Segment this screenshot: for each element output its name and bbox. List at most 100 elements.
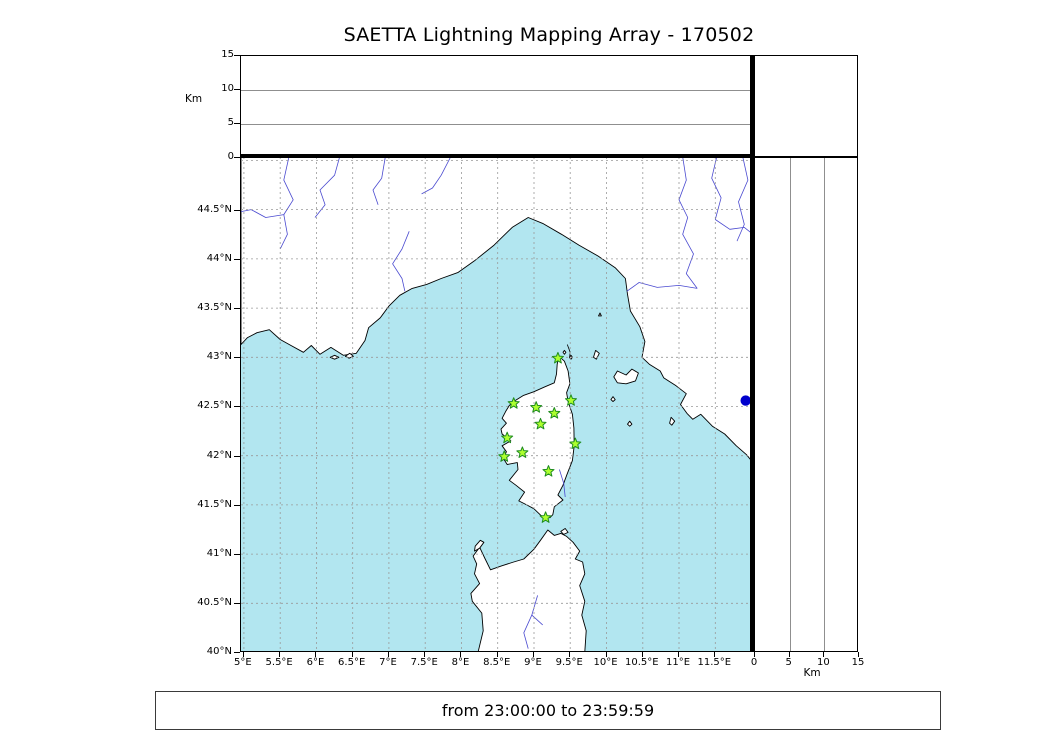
altitude-tick-mark-bottom	[823, 652, 825, 657]
longitude-tick-mark	[605, 652, 607, 657]
geographic-map-panel	[240, 157, 752, 652]
altitude-tick-mark-left	[234, 123, 240, 124]
altitude-tick-label-bottom: 5	[785, 657, 792, 668]
longitude-tick-mark	[496, 652, 498, 657]
island-porquerolles	[329, 354, 340, 360]
lma-station-star-marker	[534, 417, 547, 430]
river	[531, 614, 543, 626]
longitude-tick-label: 6.5°E	[338, 657, 366, 668]
map-canvas	[241, 157, 752, 651]
longitude-tick-mark	[387, 652, 389, 657]
latitude-tick-mark	[234, 455, 240, 457]
island-giglio	[669, 416, 676, 426]
lma-station-star-marker	[530, 401, 543, 413]
latitude-tick-label: 40°N	[206, 646, 232, 658]
altitude-gridline	[824, 158, 826, 651]
longitude-tick-label: 6°E	[306, 657, 325, 668]
longitude-tick-label: 7.5°E	[410, 657, 438, 668]
time-window-box: from 23:00:00 to 23:59:59	[155, 691, 941, 730]
latitude-tick-mark	[234, 406, 240, 408]
lma-station-star-marker	[501, 431, 514, 444]
lma-station-star-marker	[498, 450, 511, 462]
latitude-tick-label: 41°N	[206, 548, 232, 560]
longitude-tick-label: 5.5°E	[265, 657, 293, 668]
panel-divider-horizontal	[240, 154, 754, 158]
island-elba	[613, 368, 639, 385]
latitude-tick-label: 40.5°N	[197, 597, 232, 609]
longitude-tick-mark	[678, 652, 680, 657]
island-capraia	[593, 349, 600, 360]
latitude-tick-mark	[234, 209, 240, 211]
altitude-tick-label-bottom: 0	[750, 657, 758, 668]
latitude-tick-label: 43.5°N	[197, 302, 232, 314]
altitude-tick-mark-left	[234, 55, 240, 56]
latitude-tick-label: 41.5°N	[197, 498, 232, 510]
panel-divider-vertical	[750, 55, 754, 652]
longitude-tick-mark	[569, 652, 571, 657]
river	[523, 595, 538, 649]
lma-station-star-marker	[516, 446, 529, 458]
latitude-tick-label: 44°N	[206, 252, 232, 264]
lma-station-star-marker	[564, 394, 577, 406]
latitude-tick-label: 44.5°N	[197, 203, 232, 215]
altitude-tick-label-left: 5	[227, 117, 234, 128]
altitude-tick-label-left: 10	[221, 83, 234, 94]
river	[314, 157, 340, 218]
longitude-tick-mark	[242, 652, 244, 657]
altitude-tick-mark-bottom	[858, 652, 859, 657]
latitude-tick-label: 43°N	[206, 351, 232, 363]
altitude-tick-label-bottom: 15	[851, 657, 865, 668]
blue-sensor-dot	[740, 395, 751, 406]
longitude-tick-label: 8.5°E	[483, 657, 511, 668]
island-maddalena	[560, 528, 569, 535]
river	[626, 282, 698, 292]
lma-station-star-marker	[507, 397, 520, 409]
longitude-tick-label: 9.5°E	[555, 657, 583, 668]
lma-station-star-marker	[542, 465, 555, 477]
island-giraglia	[562, 349, 567, 355]
altitude-vs-longitude-panel	[240, 55, 752, 157]
longitude-tick-mark	[641, 652, 643, 657]
river	[736, 157, 749, 242]
altitude-axis-label-left: Km	[185, 93, 203, 105]
altitude-gridline	[241, 124, 751, 125]
longitude-tick-mark	[424, 652, 426, 657]
river	[279, 214, 288, 250]
island-asinara	[474, 539, 485, 552]
river	[392, 231, 410, 292]
altitude-tick-label-bottom: 10	[816, 657, 830, 668]
altitude-vs-latitude-panel	[754, 157, 858, 652]
river	[372, 157, 386, 205]
river	[711, 157, 722, 220]
lma-station-star-marker	[569, 437, 582, 450]
longitude-tick-label: 10.5°E	[624, 657, 659, 668]
longitude-tick-label: 5°E	[234, 657, 252, 668]
island-montecristo	[627, 420, 633, 427]
river	[715, 219, 752, 235]
altitude-gridline	[241, 90, 751, 91]
altitude-tick-label-left: 15	[221, 49, 234, 60]
latitude-tick-label: 42°N	[206, 449, 232, 461]
altitude-tick-label-left: 0	[227, 151, 234, 162]
latitude-tick-mark	[234, 652, 240, 654]
figure-title: SAETTA Lightning Mapping Array - 170502	[343, 24, 755, 46]
latitude-tick-mark	[234, 504, 240, 506]
latitude-tick-mark	[234, 258, 240, 260]
longitude-tick-mark	[532, 652, 534, 657]
lma-station-star-marker	[548, 407, 561, 419]
latitude-tick-mark	[234, 308, 240, 310]
river	[678, 157, 698, 289]
longitude-tick-mark	[351, 652, 353, 657]
longitude-tick-label: 11.5°E	[697, 657, 732, 668]
lma-station-star-marker	[551, 351, 564, 364]
latitude-tick-mark	[234, 603, 240, 605]
longitude-tick-label: 11°E	[665, 657, 691, 668]
altitude-tick-mark-bottom	[788, 652, 790, 657]
longitude-tick-label: 7°E	[379, 657, 397, 668]
longitude-tick-mark	[279, 652, 281, 657]
longitude-tick-mark	[460, 652, 462, 657]
altitude-gridline	[789, 158, 791, 651]
altitude-tick-mark-left	[234, 157, 240, 158]
river	[421, 157, 451, 195]
